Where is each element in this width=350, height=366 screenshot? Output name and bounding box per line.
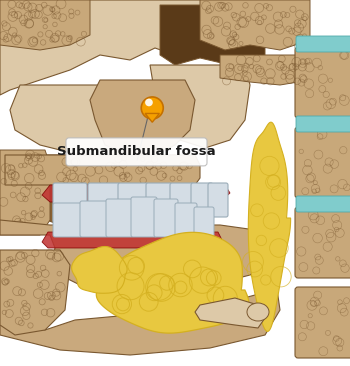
Circle shape <box>141 97 163 119</box>
Polygon shape <box>0 275 280 355</box>
Text: Submandibular fossa: Submandibular fossa <box>57 145 216 158</box>
Polygon shape <box>145 113 159 122</box>
Polygon shape <box>5 155 200 185</box>
Polygon shape <box>42 232 222 248</box>
Polygon shape <box>0 0 270 95</box>
FancyBboxPatch shape <box>295 287 350 358</box>
Polygon shape <box>150 65 250 148</box>
Polygon shape <box>0 220 275 288</box>
Polygon shape <box>0 250 70 335</box>
FancyBboxPatch shape <box>131 197 157 237</box>
Polygon shape <box>90 80 195 155</box>
FancyBboxPatch shape <box>296 196 350 212</box>
Polygon shape <box>10 155 190 235</box>
FancyBboxPatch shape <box>295 127 350 198</box>
Polygon shape <box>72 246 127 293</box>
Polygon shape <box>96 232 249 333</box>
Polygon shape <box>220 55 310 85</box>
FancyBboxPatch shape <box>66 138 207 166</box>
FancyBboxPatch shape <box>88 183 120 225</box>
FancyBboxPatch shape <box>53 203 82 237</box>
FancyBboxPatch shape <box>53 183 87 222</box>
FancyBboxPatch shape <box>175 203 197 237</box>
FancyBboxPatch shape <box>146 183 172 229</box>
FancyBboxPatch shape <box>296 116 350 132</box>
Polygon shape <box>200 0 310 50</box>
FancyBboxPatch shape <box>208 183 228 217</box>
FancyBboxPatch shape <box>194 207 214 237</box>
Polygon shape <box>160 5 265 65</box>
FancyBboxPatch shape <box>80 201 108 237</box>
FancyBboxPatch shape <box>296 36 350 52</box>
FancyBboxPatch shape <box>295 207 350 278</box>
FancyBboxPatch shape <box>154 199 178 237</box>
Polygon shape <box>0 0 90 50</box>
FancyBboxPatch shape <box>118 183 148 227</box>
Polygon shape <box>10 85 175 160</box>
Polygon shape <box>195 298 265 328</box>
Polygon shape <box>0 150 50 235</box>
FancyBboxPatch shape <box>170 183 194 225</box>
Circle shape <box>145 98 153 106</box>
FancyBboxPatch shape <box>191 183 213 222</box>
Polygon shape <box>248 122 290 332</box>
FancyBboxPatch shape <box>106 199 133 237</box>
Ellipse shape <box>247 303 269 321</box>
FancyBboxPatch shape <box>295 47 350 118</box>
Polygon shape <box>42 185 230 202</box>
